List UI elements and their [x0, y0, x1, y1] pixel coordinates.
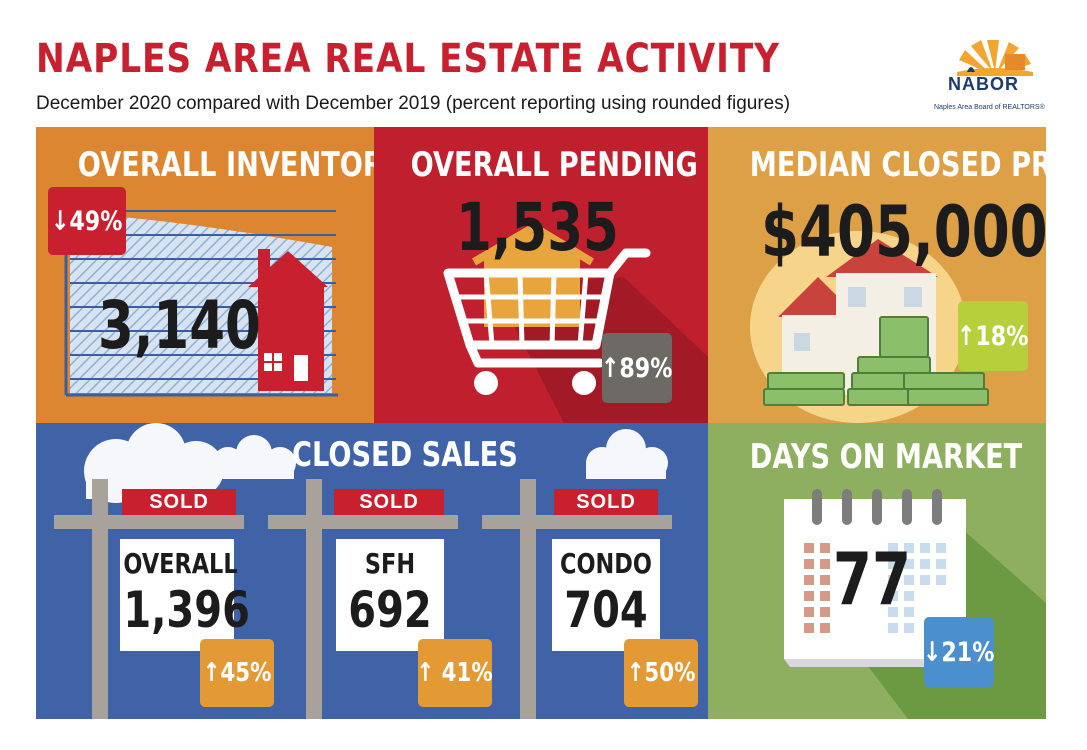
- days-heading: DAYS ON MARKET: [749, 437, 1023, 477]
- median-heading: MEDIAN CLOSED PRICE: [749, 145, 1046, 185]
- inventory-value: 3,140: [98, 287, 261, 364]
- sign-value-condo: 704: [564, 581, 648, 639]
- house-icon: [64, 207, 338, 397]
- overall-closed-change-badge: ↑45%: [200, 639, 274, 707]
- sun-dock-logo-icon: [957, 40, 1033, 76]
- overall-inventory-panel: OVERALL INVENTORY ↓49% 3,140: [36, 127, 374, 423]
- median-closed-price-panel: MEDIAN CLOSED PRICE $405,000 ↑18%: [708, 127, 1046, 423]
- closed-sales-heading: CLOSED SALES: [292, 435, 518, 475]
- days-on-market-panel: DAYS ON MARKET 77 ↓21%: [708, 423, 1046, 719]
- house-money-icon: [750, 231, 989, 423]
- page-title: NAPLES AREA REAL ESTATE ACTIVITY: [36, 36, 780, 82]
- logo-name: NABOR: [948, 74, 1019, 94]
- days-value: 77: [832, 537, 912, 621]
- sign-label-sfh: SFH: [364, 547, 416, 580]
- condo-closed-change-badge: ↑50%: [624, 639, 698, 707]
- inventory-change-badge: ↓49%: [48, 187, 126, 255]
- logo-tagline: Naples Area Board of REALTORS®: [934, 104, 1045, 111]
- sold-label-condo: SOLD: [576, 491, 636, 513]
- overall-pending-sales-panel: OVERALL PENDING SALES 1,535 ↑89%: [374, 127, 708, 423]
- inventory-heading: OVERALL INVENTORY: [77, 145, 374, 185]
- sign-value-overall: 1,396: [123, 581, 250, 639]
- calendar-icon: [784, 489, 1046, 719]
- sold-label-overall: SOLD: [149, 491, 209, 513]
- sfh-closed-change-badge: ↑ 41%: [417, 639, 493, 707]
- sold-signs-icon: [54, 423, 672, 719]
- pending-change-badge: ↑89%: [601, 333, 673, 403]
- closed-sales-panel: CLOSED SALES SOLD SOLD SOLD OVERALL 1,39…: [36, 423, 708, 719]
- sign-label-condo: CONDO: [560, 547, 652, 580]
- sold-label-sfh: SOLD: [359, 491, 419, 513]
- sign-value-sfh: 692: [348, 581, 432, 639]
- days-change-badge: ↓21%: [923, 617, 995, 687]
- median-change-badge: ↑18%: [957, 301, 1029, 371]
- median-value: $405,000: [761, 191, 1046, 273]
- page-subtitle: December 2020 compared with December 201…: [36, 93, 791, 114]
- pending-heading: OVERALL PENDING SALES: [410, 145, 708, 185]
- sign-label-overall: OVERALL: [123, 547, 238, 580]
- pending-value: 1,535: [456, 189, 619, 266]
